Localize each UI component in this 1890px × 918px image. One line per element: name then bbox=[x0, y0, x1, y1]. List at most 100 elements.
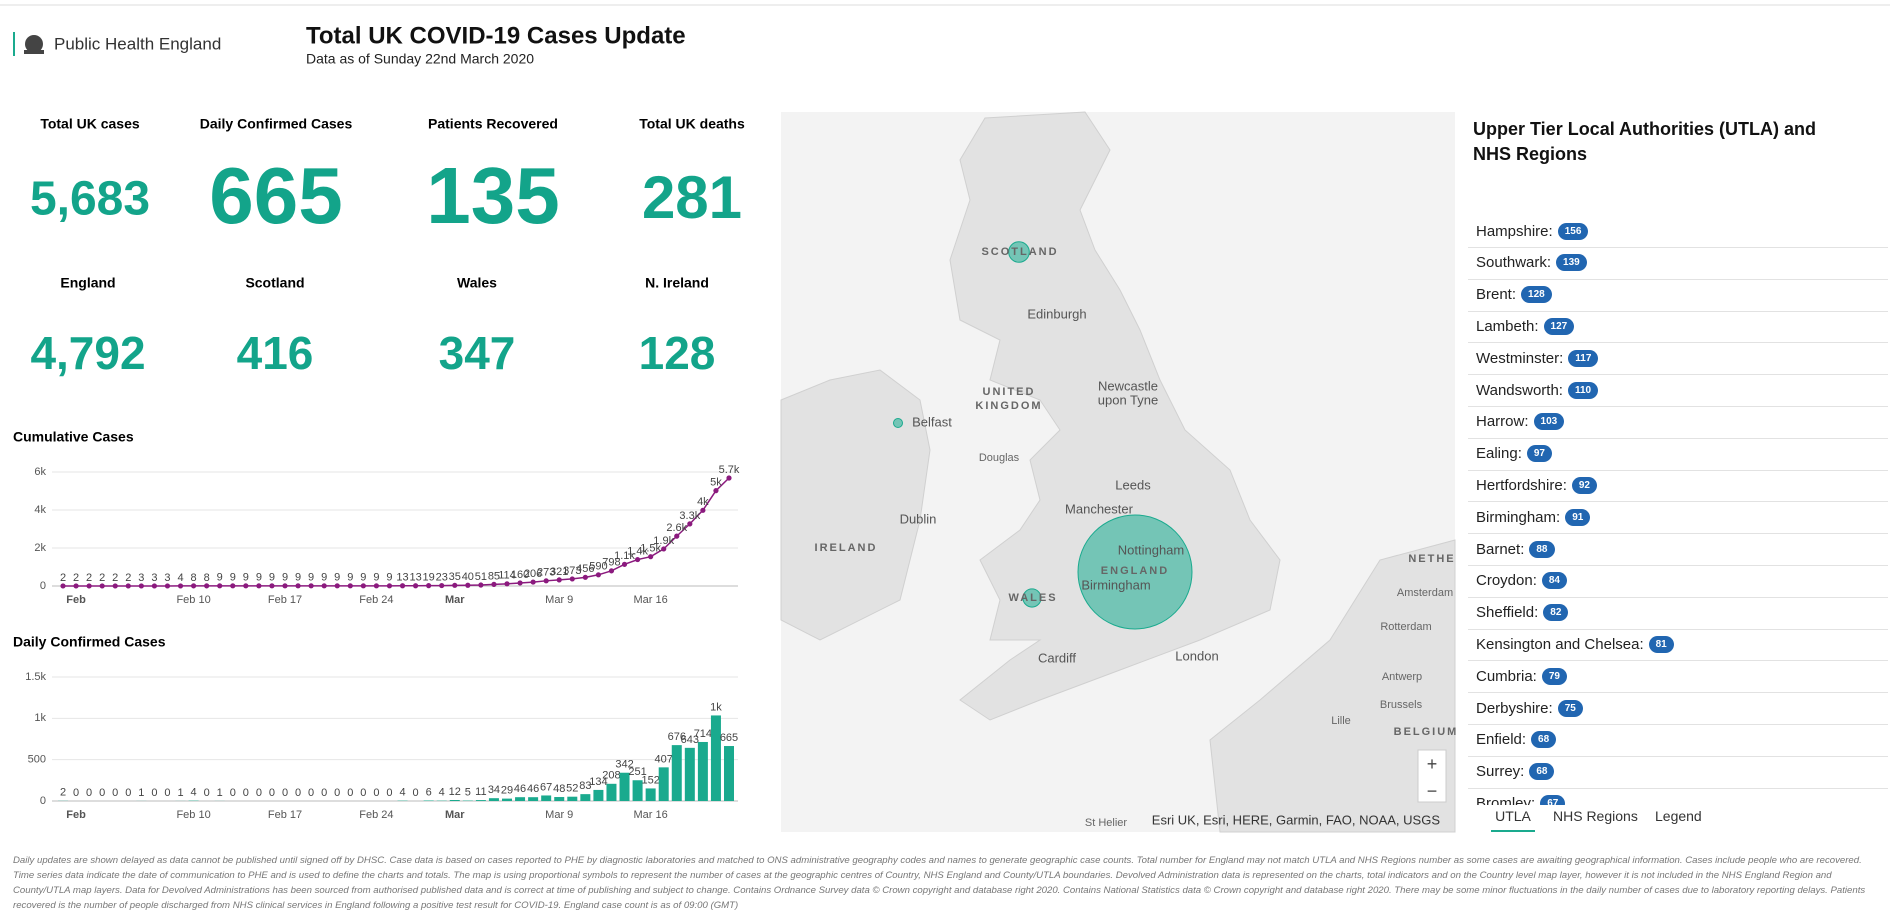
data-label: 83 bbox=[579, 780, 591, 792]
point bbox=[60, 583, 66, 589]
data-label: 4 bbox=[191, 787, 197, 799]
data-label: 0 bbox=[164, 787, 170, 799]
region-bubble bbox=[1077, 514, 1193, 630]
data-label: 1.1k bbox=[614, 550, 635, 562]
utla-row[interactable]: Derbyshire: 75 bbox=[1468, 692, 1888, 725]
data-label: 52 bbox=[566, 783, 578, 795]
utla-row[interactable]: Barnet: 88 bbox=[1468, 533, 1888, 566]
utla-count: 110 bbox=[1567, 381, 1599, 399]
utla-name: Lambeth: bbox=[1476, 317, 1539, 335]
data-label: 2 bbox=[60, 572, 66, 584]
point bbox=[530, 579, 536, 585]
point bbox=[661, 546, 667, 552]
utla-row[interactable]: Bromley: 67 bbox=[1468, 787, 1888, 805]
x-tick-label: Feb 10 bbox=[176, 809, 210, 821]
y-tick-label: 1.5k bbox=[25, 671, 46, 683]
point bbox=[386, 583, 393, 589]
zoom-out[interactable]: − bbox=[1427, 781, 1438, 801]
utla-row[interactable]: Sheffield: 82 bbox=[1468, 597, 1888, 630]
utla-row[interactable]: Southwark: 139 bbox=[1468, 247, 1888, 280]
point bbox=[125, 583, 131, 589]
bar bbox=[645, 788, 656, 801]
point bbox=[608, 568, 615, 574]
utla-row[interactable]: Ealing: 97 bbox=[1468, 438, 1888, 471]
utla-row[interactable]: Hertfordshire: 92 bbox=[1468, 469, 1888, 503]
utla-name: Croydon: bbox=[1476, 572, 1537, 590]
data-label: 4 bbox=[399, 787, 405, 799]
utla-row[interactable]: Cumbria: 79 bbox=[1468, 660, 1888, 694]
chart-title: Cumulative Cases bbox=[13, 429, 134, 445]
utla-count: 88 bbox=[1529, 540, 1555, 558]
map-label: Birmingham bbox=[1081, 577, 1150, 592]
data-label: 9 bbox=[217, 572, 223, 584]
data-label: 676 bbox=[668, 731, 686, 743]
data-label: 0 bbox=[269, 787, 275, 799]
utla-row[interactable]: Surrey: 68 bbox=[1468, 756, 1888, 789]
utla-row[interactable]: Brent: 128 bbox=[1468, 279, 1888, 312]
region-value: 128 bbox=[639, 327, 716, 379]
point bbox=[295, 583, 301, 589]
utla-count: 97 bbox=[1526, 445, 1552, 463]
data-label: 13 bbox=[409, 572, 421, 584]
utla-count: 91 bbox=[1565, 508, 1591, 526]
utla-row[interactable]: Birmingham: 91 bbox=[1468, 501, 1888, 535]
region-bubble bbox=[892, 417, 904, 429]
point bbox=[648, 554, 654, 560]
kpi-label: Total UK cases bbox=[40, 116, 140, 132]
utla-row[interactable]: Harrow: 103 bbox=[1468, 406, 1888, 439]
utla-row[interactable]: Enfield: 68 bbox=[1468, 724, 1888, 757]
bar bbox=[658, 767, 669, 801]
bar bbox=[567, 796, 578, 801]
continent bbox=[1209, 539, 1456, 833]
data-label: 1 bbox=[217, 787, 223, 799]
data-label: 665 bbox=[720, 732, 738, 744]
kpi-value: 135 bbox=[426, 151, 559, 240]
utla-name: Bromley: bbox=[1476, 794, 1536, 805]
zoom-in[interactable]: + bbox=[1427, 754, 1438, 774]
map-label: London bbox=[1175, 648, 1218, 663]
utla-name: Brent: bbox=[1476, 286, 1517, 304]
kpi-label: Total UK deaths bbox=[639, 116, 745, 132]
x-tick-label: Feb bbox=[66, 594, 86, 606]
data-label: 152 bbox=[641, 774, 659, 786]
tab[interactable]: Legend bbox=[1655, 808, 1702, 824]
data-label: 0 bbox=[151, 787, 157, 799]
data-label: 273 bbox=[537, 567, 555, 579]
point bbox=[556, 577, 562, 583]
utla-name: Sheffield: bbox=[1476, 604, 1539, 622]
tab[interactable]: UTLA bbox=[1491, 808, 1535, 832]
x-tick-label: Mar 16 bbox=[634, 809, 668, 821]
data-label: 0 bbox=[243, 787, 249, 799]
point bbox=[399, 583, 406, 589]
utla-row[interactable]: Hampshire: 156 bbox=[1468, 215, 1888, 248]
point bbox=[269, 583, 275, 589]
region-label: Wales bbox=[457, 275, 497, 291]
tab[interactable]: NHS Regions bbox=[1553, 808, 1638, 824]
utla-row[interactable]: Lambeth: 127 bbox=[1468, 310, 1888, 344]
point bbox=[426, 583, 432, 589]
data-label: 8 bbox=[191, 572, 197, 584]
utla-name: Birmingham: bbox=[1476, 508, 1561, 526]
point bbox=[439, 582, 445, 589]
utla-row[interactable]: Croydon: 84 bbox=[1468, 565, 1888, 598]
map-label: Cardiff bbox=[1038, 650, 1076, 665]
data-label: 1.9k bbox=[653, 535, 674, 547]
point bbox=[86, 583, 92, 589]
y-tick-label: 2k bbox=[34, 542, 46, 554]
footnote: Daily updates are shown delayed as data … bbox=[13, 855, 1866, 911]
map-label: ENGLAND bbox=[1101, 565, 1169, 577]
y-tick-label: 4k bbox=[34, 504, 46, 516]
utla-name: Cumbria: bbox=[1476, 667, 1537, 685]
utla-title-line: NHS Regions bbox=[1473, 144, 1587, 164]
map-label: SCOTLAND bbox=[981, 246, 1058, 258]
data-label: 0 bbox=[282, 787, 288, 799]
utla-row[interactable]: Kensington and Chelsea: 81 bbox=[1468, 628, 1888, 662]
point bbox=[478, 582, 484, 588]
data-label: 2 bbox=[73, 572, 79, 584]
great-britain bbox=[949, 111, 1281, 721]
utla-row[interactable]: Wandsworth: 110 bbox=[1468, 374, 1888, 407]
region-bubble bbox=[1022, 588, 1042, 608]
data-label: 0 bbox=[308, 787, 314, 799]
point bbox=[190, 583, 197, 589]
utla-row[interactable]: Westminster: 117 bbox=[1468, 342, 1888, 376]
